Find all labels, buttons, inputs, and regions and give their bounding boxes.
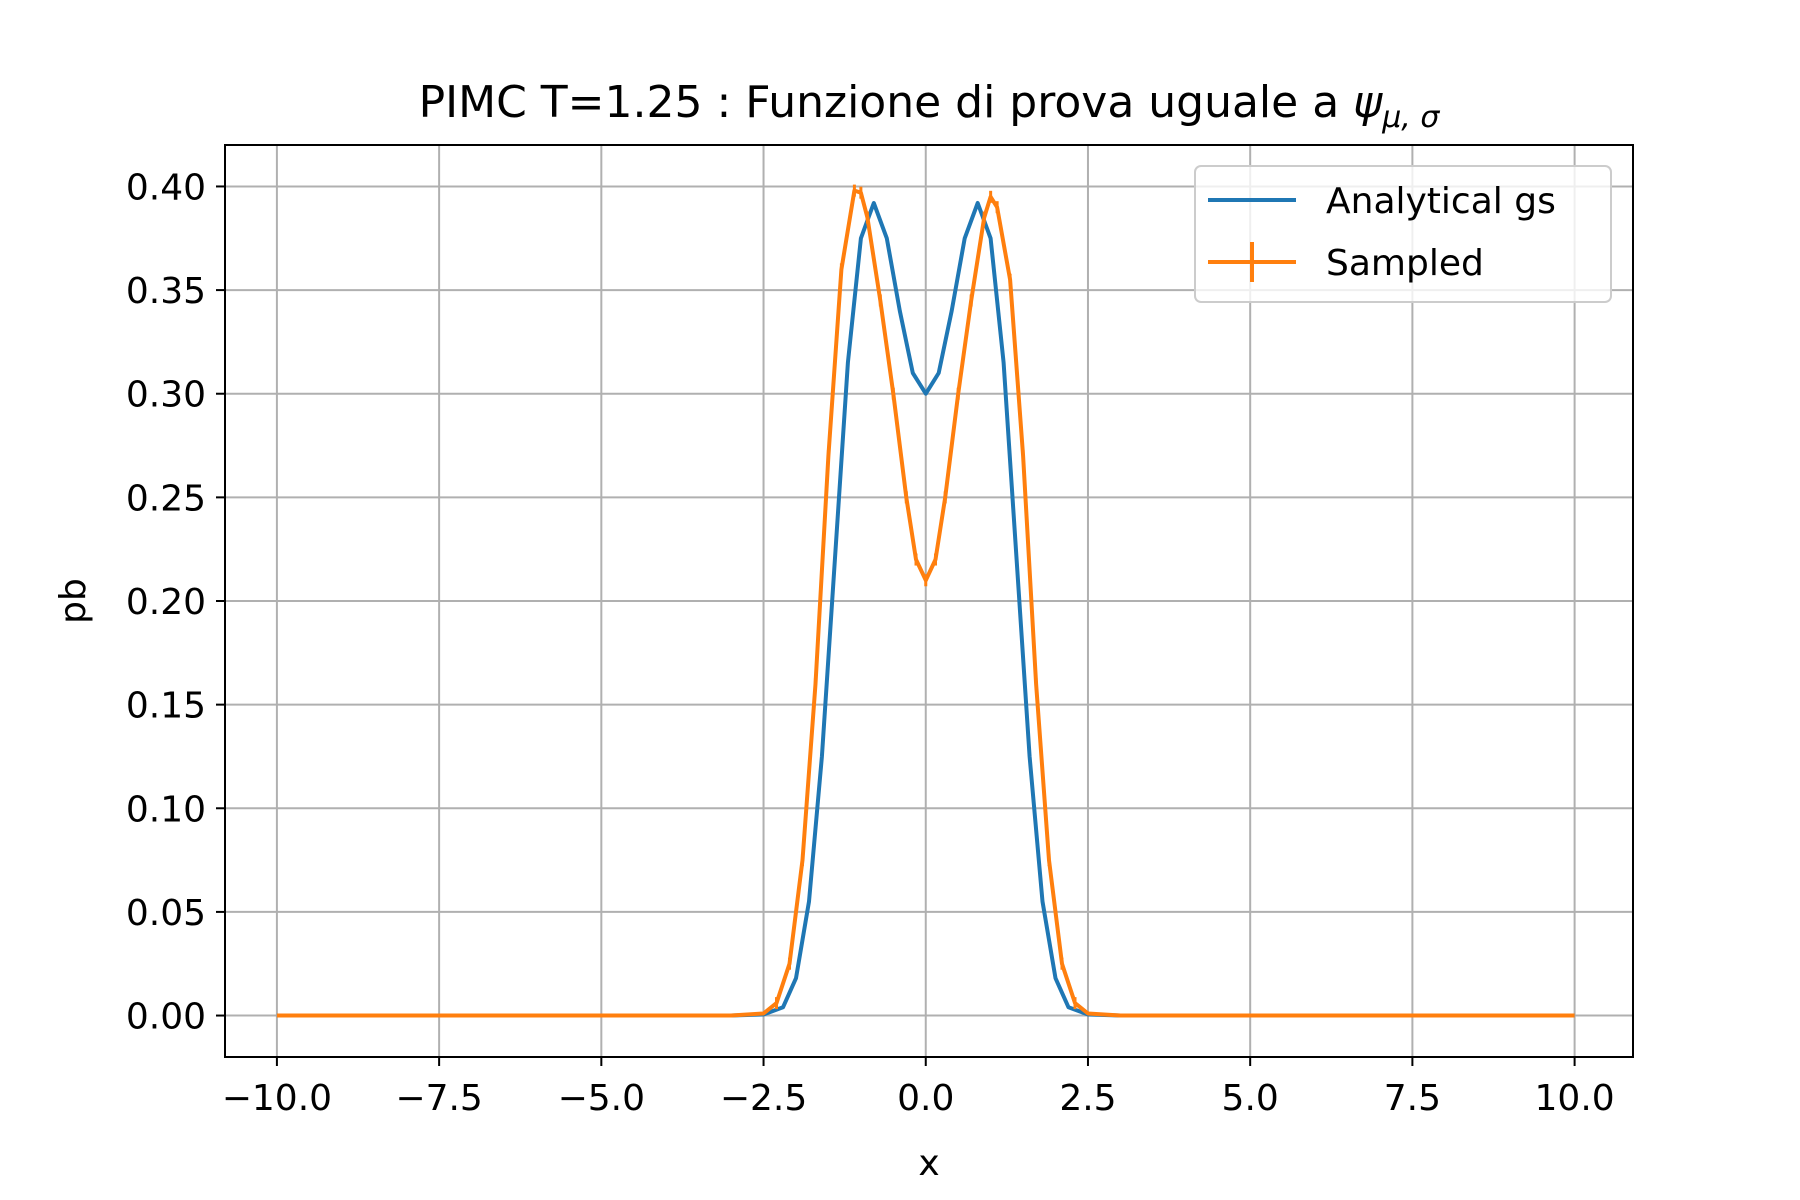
chart-title: PIMC T=1.25 : Funzione di prova uguale a… xyxy=(419,77,1441,135)
legend: Analytical gs Sampled xyxy=(1194,165,1612,303)
x-tick-label: −7.5 xyxy=(395,1078,482,1119)
y-tick-label: 0.30 xyxy=(126,375,206,416)
x-tick-label: −2.5 xyxy=(720,1078,807,1119)
series-layer xyxy=(276,184,1575,1018)
y-tick-label: 0.20 xyxy=(126,582,206,623)
y-tick-label: 0.00 xyxy=(126,997,206,1038)
x-axis: −10.0 −7.5 −5.0 −2.5 0.0 2.5 5.0 7.5 10.0 xyxy=(222,1057,1615,1119)
y-tick-label: 0.25 xyxy=(126,478,206,519)
y-axis-label: pb xyxy=(53,578,94,624)
series-line-analytical-gs xyxy=(276,201,1575,1018)
x-tick-label: −10.0 xyxy=(222,1078,332,1119)
x-axis-label: x xyxy=(918,1143,939,1184)
y-tick-label: 0.15 xyxy=(126,686,206,727)
x-tick-label: 7.5 xyxy=(1384,1078,1441,1119)
y-tick-label: 0.40 xyxy=(126,167,206,208)
y-tick-label: 0.05 xyxy=(126,893,206,934)
y-axis: 0.00 0.05 0.10 0.15 0.20 0.25 0.30 0.35 0.40 xyxy=(126,167,225,1038)
x-tick-label: 0.0 xyxy=(897,1078,954,1119)
x-tick-label: 5.0 xyxy=(1222,1078,1279,1119)
y-tick-label: 0.10 xyxy=(126,789,206,830)
x-tick-label: 10.0 xyxy=(1535,1078,1615,1119)
y-tick-label: 0.35 xyxy=(126,271,206,312)
legend-label-analytical: Analytical gs xyxy=(1326,181,1556,222)
legend-label-sampled: Sampled xyxy=(1326,243,1484,284)
legend-box xyxy=(1194,165,1612,303)
x-tick-label: −5.0 xyxy=(558,1078,645,1119)
x-tick-label: 2.5 xyxy=(1059,1078,1116,1119)
